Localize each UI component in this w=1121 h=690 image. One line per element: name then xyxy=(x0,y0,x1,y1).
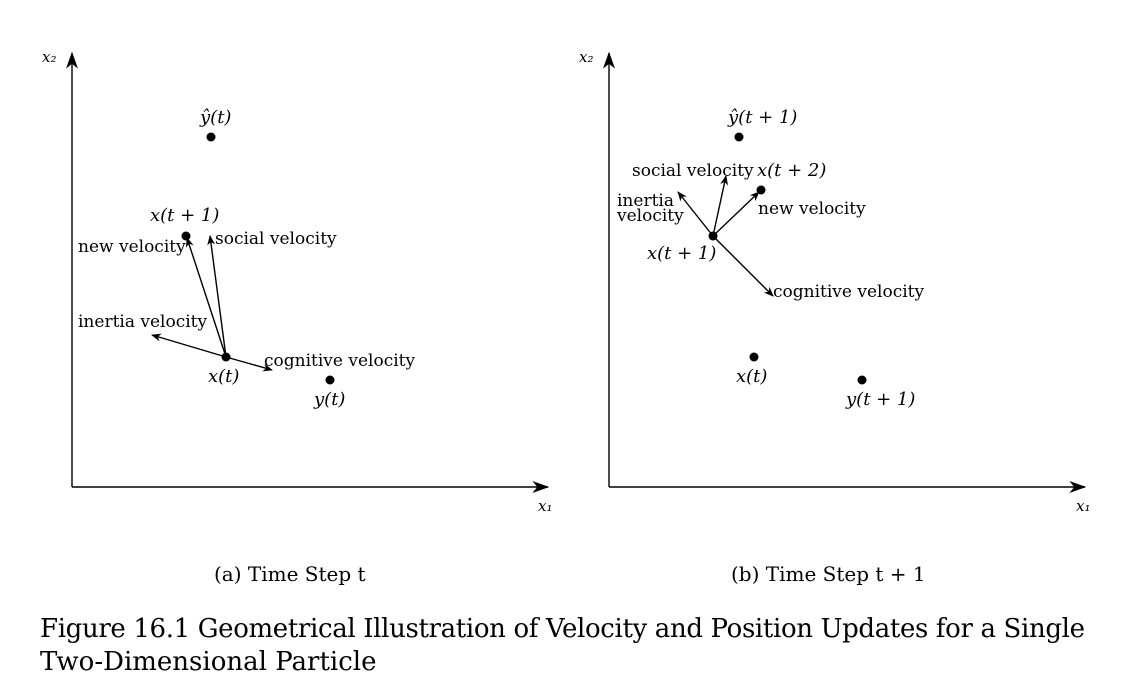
panel-a-point-y xyxy=(325,375,335,385)
panel-a-caption: (a) Time Step t xyxy=(214,562,366,586)
panel-a-x-axis-label: x₁ xyxy=(538,497,552,515)
panel-b-new-velocity-arrow xyxy=(712,191,760,237)
panel-b-label-x: x(t) xyxy=(736,366,767,387)
panel-a-label-new-velocity: new velocity xyxy=(78,237,186,257)
panel-b-label-social-velocity: social velocity xyxy=(632,161,754,181)
panel-b-social-velocity-arrow xyxy=(712,175,729,237)
panel-a-inertia-velocity-arrow xyxy=(151,333,227,358)
panel-a-new-velocity-arrow xyxy=(186,237,227,358)
panel-b-caption: (b) Time Step t + 1 xyxy=(731,562,926,586)
panel-a-point-yhat xyxy=(206,132,216,142)
panel-b-x-axis-label: x₁ xyxy=(1076,497,1090,515)
panel-a-cognitive-velocity-arrow xyxy=(225,356,273,372)
panel-b-cognitive-velocity-arrow xyxy=(712,235,774,297)
panel-a: x₂ x₁ ŷ(t) x(t + 1) new velocity social … xyxy=(42,48,552,586)
panel-b-label-x-next2: x(t + 2) xyxy=(757,160,826,181)
panel-a-label-yhat: ŷ(t) xyxy=(199,107,231,128)
panel-a-social-velocity-arrow xyxy=(207,235,227,358)
panel-a-y-axis-label: x₂ xyxy=(42,48,56,66)
panel-b-label-inertia-line1: inertia xyxy=(617,191,674,211)
panel-b-label-y: y(t + 1) xyxy=(845,389,915,410)
panel-a-label-inertia-velocity: inertia velocity xyxy=(78,312,208,332)
panel-a-label-x-next: x(t + 1) xyxy=(150,205,219,226)
panel-b-point-x xyxy=(749,352,759,362)
figure-caption-line2: Two-Dimensional Particle xyxy=(40,647,376,677)
panel-b-label-inertia-line2: velocity xyxy=(616,206,684,226)
panel-a-label-y: y(t) xyxy=(313,389,345,410)
panel-b-point-yhat xyxy=(734,132,744,142)
figure-caption-line1: Figure 16.1 Geometrical Illustration of … xyxy=(40,614,1085,644)
panel-b-inertia-velocity-arrow xyxy=(677,191,714,237)
panel-a-label-social-velocity: social velocity xyxy=(215,229,337,249)
panel-b-point-y xyxy=(857,375,867,385)
panel-b: x₂ x₁ ŷ(t + 1) social velocity x(t + 2) … xyxy=(579,48,1090,586)
panel-a-label-cognitive-velocity: cognitive velocity xyxy=(264,351,415,371)
panel-b-label-x-next: x(t + 1) xyxy=(647,243,716,264)
panel-b-label-new-velocity: new velocity xyxy=(758,199,866,219)
panel-b-label-cognitive-velocity: cognitive velocity xyxy=(773,282,924,302)
panel-b-y-axis-label: x₂ xyxy=(579,48,593,66)
panel-a-label-x: x(t) xyxy=(208,366,239,387)
panel-b-label-yhat: ŷ(t + 1) xyxy=(727,107,797,128)
